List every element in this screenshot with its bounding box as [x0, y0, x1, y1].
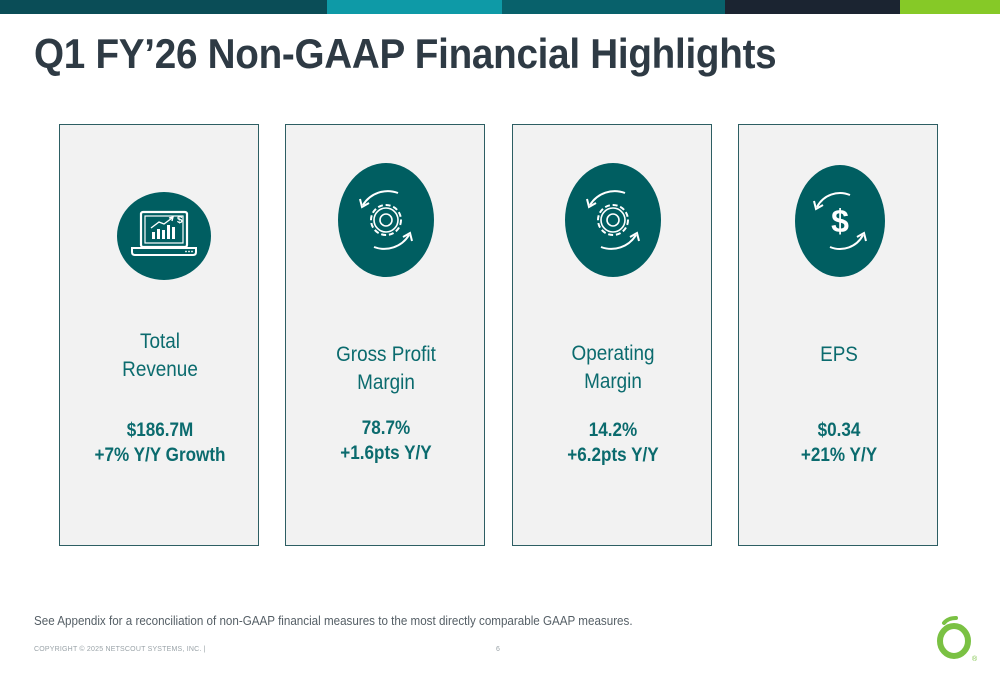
- card-value-line: $186.7M: [126, 420, 194, 441]
- top-bar-segment-2: [327, 0, 502, 14]
- card-label-line: Operating: [571, 342, 655, 365]
- card-eps: $ EPS $0.34 +21% Y/Y: [738, 124, 938, 546]
- dollar-cycle-icon: $: [795, 165, 885, 277]
- gear-cycle-icon: [338, 163, 434, 277]
- card-value-line: 14.2%: [588, 420, 638, 441]
- card-value-line: +21% Y/Y: [800, 445, 878, 466]
- top-bar-segment-1: [0, 0, 327, 14]
- card-label-line: EPS: [820, 343, 858, 366]
- card-value: $186.7M +7% Y/Y Growth: [70, 418, 250, 468]
- card-value-line: $0.34: [817, 420, 861, 441]
- card-gross-profit-margin: Gross Profit Margin 78.7% +1.6pts Y/Y: [285, 124, 485, 546]
- card-label-line: Gross Profit: [336, 343, 436, 366]
- card-value-line: +1.6pts Y/Y: [340, 443, 432, 464]
- page-number: 6: [496, 646, 500, 653]
- card-label: Operating Margin: [523, 340, 703, 396]
- page-title: Q1 FY’26 Non-GAAP Financial Highlights: [34, 30, 777, 77]
- card-label-line: Margin: [357, 371, 415, 394]
- copyright-text: COPYRIGHT © 2025 NETSCOUT SYSTEMS, INC. …: [34, 646, 206, 653]
- card-label-line: Margin: [584, 370, 642, 393]
- card-value: $0.34 +21% Y/Y: [749, 418, 929, 468]
- card-value-line: +7% Y/Y Growth: [94, 445, 226, 466]
- card-value-line: 78.7%: [361, 418, 411, 439]
- footnote: See Appendix for a reconciliation of non…: [34, 614, 633, 628]
- card-value: 78.7% +1.6pts Y/Y: [296, 416, 476, 466]
- top-color-bar: [0, 0, 1000, 14]
- svg-text:$: $: [177, 215, 183, 226]
- card-label: Total Revenue: [70, 328, 250, 384]
- card-value: 14.2% +6.2pts Y/Y: [523, 418, 703, 468]
- card-operating-margin: Operating Margin 14.2% +6.2pts Y/Y: [512, 124, 712, 546]
- gear-cycle-icon: [565, 163, 661, 277]
- top-bar-segment-3: [502, 0, 725, 14]
- card-label: Gross Profit Margin: [296, 341, 476, 397]
- card-label-line: Total: [140, 330, 180, 353]
- laptop-chart-icon: $: [117, 192, 211, 280]
- svg-text:$: $: [831, 203, 849, 239]
- card-label: EPS: [749, 341, 929, 369]
- registered-mark: ®: [972, 655, 978, 663]
- top-bar-segment-4: [725, 0, 900, 14]
- top-bar-segment-5: [900, 0, 1000, 14]
- card-total-revenue: $ Total Revenue $186.7M +7% Y/Y Growth: [59, 124, 259, 546]
- netscout-logo: ®: [934, 614, 978, 664]
- card-value-line: +6.2pts Y/Y: [567, 445, 659, 466]
- card-label-line: Revenue: [122, 358, 198, 381]
